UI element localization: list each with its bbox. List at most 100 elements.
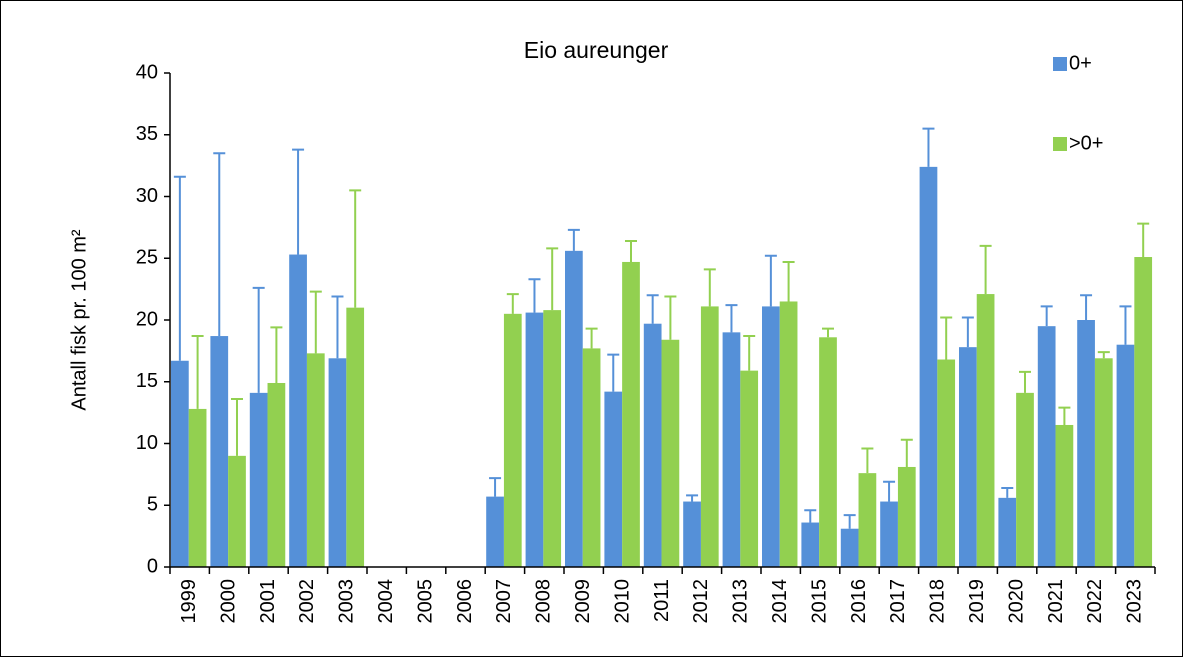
bar bbox=[762, 306, 780, 567]
bar bbox=[840, 528, 859, 567]
bar bbox=[919, 166, 938, 568]
legend-label: >0+ bbox=[1069, 132, 1103, 154]
error-bar bbox=[703, 268, 716, 307]
bar bbox=[503, 313, 522, 567]
error-bar bbox=[961, 316, 974, 348]
error-bar bbox=[782, 260, 795, 302]
y-tick-label: 30 bbox=[136, 185, 158, 207]
x-tick-label: 2006 bbox=[454, 579, 476, 624]
x-tick-label: 2017 bbox=[887, 579, 909, 624]
x-tick-label: 2009 bbox=[572, 579, 594, 624]
bar bbox=[1037, 326, 1056, 567]
x-tick-label: 2020 bbox=[1005, 579, 1027, 624]
bar bbox=[1134, 257, 1153, 567]
bar bbox=[801, 522, 820, 567]
bar bbox=[525, 312, 544, 567]
bar bbox=[937, 359, 956, 567]
bar bbox=[210, 336, 229, 567]
bar bbox=[643, 323, 662, 567]
error-bar bbox=[1119, 305, 1132, 345]
error-bar bbox=[922, 127, 935, 167]
error-bar bbox=[764, 254, 777, 307]
bar bbox=[543, 310, 562, 567]
bar bbox=[328, 358, 347, 567]
x-tick-label: 2015 bbox=[808, 579, 830, 624]
bar bbox=[779, 301, 798, 567]
bar bbox=[267, 382, 286, 567]
y-tick-label: 15 bbox=[136, 370, 158, 392]
legend-swatch bbox=[1053, 57, 1067, 71]
error-bar bbox=[843, 514, 856, 529]
x-tick-label: 2002 bbox=[296, 579, 318, 624]
error-bar bbox=[725, 304, 738, 333]
error-bar bbox=[292, 148, 305, 255]
bar bbox=[897, 466, 916, 567]
error-bar bbox=[624, 239, 637, 262]
bar bbox=[582, 348, 601, 567]
legend-label: 0+ bbox=[1069, 52, 1092, 74]
x-tick-label: 2000 bbox=[217, 579, 239, 624]
x-tick-label: 2010 bbox=[611, 579, 633, 624]
bar bbox=[249, 392, 268, 567]
error-bar bbox=[1040, 305, 1053, 327]
bar bbox=[1016, 392, 1034, 567]
x-tick-label: 2014 bbox=[769, 579, 791, 624]
error-bar bbox=[528, 278, 541, 313]
error-bar bbox=[1001, 486, 1014, 498]
bar bbox=[700, 306, 719, 567]
error-bar bbox=[230, 398, 243, 456]
bar bbox=[306, 353, 325, 567]
error-bar bbox=[309, 290, 322, 354]
x-tick-label: 2001 bbox=[257, 579, 279, 624]
bar bbox=[1094, 358, 1113, 567]
x-tick-label: 2016 bbox=[848, 579, 870, 624]
error-bar bbox=[489, 477, 502, 497]
error-bar bbox=[567, 228, 580, 251]
error-bar bbox=[883, 480, 896, 502]
error-bar bbox=[585, 327, 598, 349]
bar bbox=[1116, 344, 1135, 567]
x-tick-label: 2023 bbox=[1124, 579, 1146, 624]
y-tick-label: 25 bbox=[136, 247, 158, 269]
y-tick-label: 40 bbox=[136, 61, 158, 83]
bar bbox=[1077, 320, 1095, 567]
error-bar bbox=[1097, 351, 1110, 359]
bar bbox=[722, 332, 741, 567]
error-bar bbox=[940, 316, 953, 360]
error-bar bbox=[252, 286, 265, 393]
x-tick-label: 2018 bbox=[927, 579, 949, 624]
bar bbox=[959, 347, 977, 567]
bar bbox=[604, 391, 623, 567]
bar bbox=[998, 497, 1017, 567]
bar bbox=[683, 501, 701, 567]
bar bbox=[228, 455, 246, 567]
error-bar bbox=[646, 294, 659, 324]
error-bar bbox=[213, 152, 226, 337]
error-bar bbox=[900, 438, 913, 467]
error-bar bbox=[821, 327, 834, 338]
x-tick-label: 2013 bbox=[730, 579, 752, 624]
x-tick-label: 2012 bbox=[690, 579, 712, 624]
x-tick-label: 2005 bbox=[414, 579, 436, 624]
error-bar bbox=[686, 494, 699, 502]
error-bar bbox=[1080, 294, 1093, 320]
x-tick-label: 2008 bbox=[533, 579, 555, 624]
x-tick-label: 2003 bbox=[336, 579, 358, 624]
error-bar bbox=[664, 295, 677, 340]
y-tick-label: 10 bbox=[136, 432, 158, 454]
error-bar bbox=[270, 326, 283, 383]
legend-swatch bbox=[1053, 137, 1067, 151]
error-bar bbox=[1058, 406, 1071, 425]
error-bar bbox=[173, 175, 186, 361]
bar bbox=[565, 250, 583, 567]
bar bbox=[661, 339, 680, 567]
y-tick-label: 35 bbox=[136, 123, 158, 145]
bar bbox=[976, 294, 995, 567]
bar bbox=[880, 501, 898, 567]
y-tick-label: 20 bbox=[136, 308, 158, 330]
error-bar bbox=[1137, 222, 1150, 258]
x-tick-label: 2011 bbox=[651, 579, 673, 622]
error-bar bbox=[546, 247, 559, 311]
bar bbox=[1055, 424, 1074, 567]
